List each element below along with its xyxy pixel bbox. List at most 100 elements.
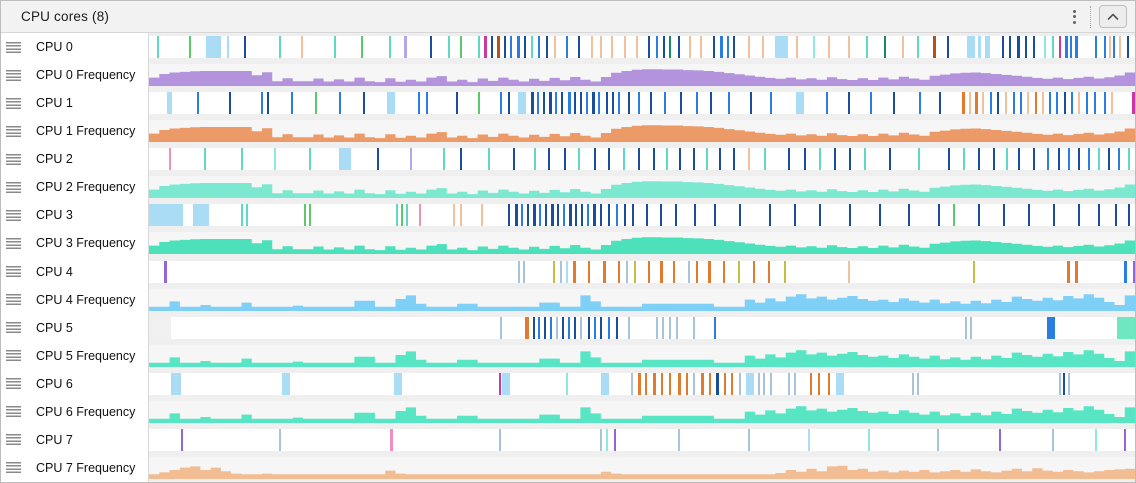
slice[interactable]: [969, 92, 972, 115]
slice[interactable]: [659, 204, 662, 227]
frequency-area-chart[interactable]: [149, 64, 1135, 87]
slice[interactable]: [1005, 92, 1008, 115]
slice[interactable]: [163, 260, 167, 283]
slice[interactable]: [970, 316, 973, 339]
slice[interactable]: [1113, 36, 1116, 59]
slice[interactable]: [638, 372, 641, 395]
slice[interactable]: [606, 92, 609, 115]
slice[interactable]: [663, 92, 666, 115]
track-canvas[interactable]: [149, 148, 1135, 171]
slice[interactable]: [608, 204, 611, 227]
slice[interactable]: [1068, 372, 1071, 395]
slice[interactable]: [1075, 260, 1079, 283]
slice[interactable]: [985, 36, 991, 59]
slice[interactable]: [626, 260, 629, 283]
slice[interactable]: [917, 372, 920, 395]
slice[interactable]: [1117, 316, 1135, 339]
collapse-button[interactable]: [1099, 5, 1127, 28]
slice[interactable]: [1047, 148, 1050, 171]
slice[interactable]: [768, 204, 771, 227]
slice[interactable]: [456, 92, 459, 115]
slice[interactable]: [1104, 36, 1107, 59]
slice[interactable]: [546, 36, 549, 59]
drag-handle-icon[interactable]: [6, 209, 21, 221]
slice[interactable]: [675, 316, 678, 339]
slice[interactable]: [388, 36, 391, 59]
slice[interactable]: [962, 92, 966, 115]
slice[interactable]: [827, 36, 830, 59]
slice[interactable]: [243, 36, 246, 59]
slice[interactable]: [266, 92, 269, 115]
track-canvas[interactable]: [149, 372, 1135, 395]
slice[interactable]: [545, 204, 548, 227]
slice[interactable]: [260, 92, 263, 115]
slice[interactable]: [149, 204, 183, 227]
slice[interactable]: [548, 148, 551, 171]
slice[interactable]: [568, 92, 572, 115]
slice[interactable]: [1018, 148, 1021, 171]
slice[interactable]: [1111, 92, 1114, 115]
slice[interactable]: [700, 372, 704, 395]
slice[interactable]: [518, 92, 527, 115]
slice[interactable]: [453, 204, 456, 227]
slice[interactable]: [497, 36, 501, 59]
slice[interactable]: [787, 148, 790, 171]
slice[interactable]: [338, 92, 341, 115]
slice[interactable]: [523, 260, 526, 283]
slice[interactable]: [722, 260, 725, 283]
slice[interactable]: [278, 36, 281, 59]
slice[interactable]: [973, 260, 976, 283]
slice[interactable]: [732, 36, 735, 59]
slice[interactable]: [549, 92, 553, 115]
slice[interactable]: [240, 204, 243, 227]
slice[interactable]: [638, 148, 640, 171]
slice[interactable]: [531, 36, 534, 59]
slice[interactable]: [600, 204, 603, 227]
slice[interactable]: [677, 428, 680, 451]
slice[interactable]: [560, 260, 563, 283]
slice[interactable]: [386, 92, 395, 115]
slice[interactable]: [588, 316, 591, 339]
slice[interactable]: [586, 92, 589, 115]
slice[interactable]: [484, 36, 488, 59]
slice[interactable]: [705, 148, 708, 171]
slice[interactable]: [647, 260, 650, 283]
slice[interactable]: [624, 36, 627, 59]
track-canvas[interactable]: [149, 232, 1135, 255]
frequency-area-chart[interactable]: [149, 345, 1135, 367]
slice[interactable]: [999, 428, 1002, 451]
drag-handle-icon[interactable]: [6, 125, 21, 137]
slice[interactable]: [848, 148, 851, 171]
slice[interactable]: [504, 36, 507, 59]
slice[interactable]: [460, 148, 463, 171]
frequency-area-chart[interactable]: [149, 120, 1135, 143]
slice[interactable]: [647, 36, 650, 59]
slice[interactable]: [192, 204, 209, 227]
slice[interactable]: [600, 36, 603, 59]
slice[interactable]: [948, 148, 951, 171]
slice[interactable]: [888, 148, 891, 171]
slice[interactable]: [608, 148, 611, 171]
slice[interactable]: [1067, 260, 1071, 283]
slice[interactable]: [524, 36, 527, 59]
slice[interactable]: [715, 372, 719, 395]
slice[interactable]: [769, 92, 772, 115]
slice[interactable]: [592, 92, 596, 115]
slice[interactable]: [679, 92, 682, 115]
slice[interactable]: [360, 36, 363, 59]
slice[interactable]: [553, 260, 556, 283]
frequency-area-chart[interactable]: [149, 401, 1135, 423]
slice[interactable]: [573, 260, 577, 283]
slice[interactable]: [611, 36, 614, 59]
slice[interactable]: [1078, 92, 1081, 115]
slice[interactable]: [747, 428, 750, 451]
slice[interactable]: [762, 372, 765, 395]
slice[interactable]: [554, 36, 557, 59]
slice[interactable]: [205, 36, 221, 59]
slice[interactable]: [600, 316, 603, 339]
slice[interactable]: [937, 428, 940, 451]
slice[interactable]: [737, 260, 740, 283]
slice[interactable]: [303, 204, 306, 227]
slice[interactable]: [389, 428, 393, 451]
drag-handle-icon[interactable]: [6, 322, 21, 334]
